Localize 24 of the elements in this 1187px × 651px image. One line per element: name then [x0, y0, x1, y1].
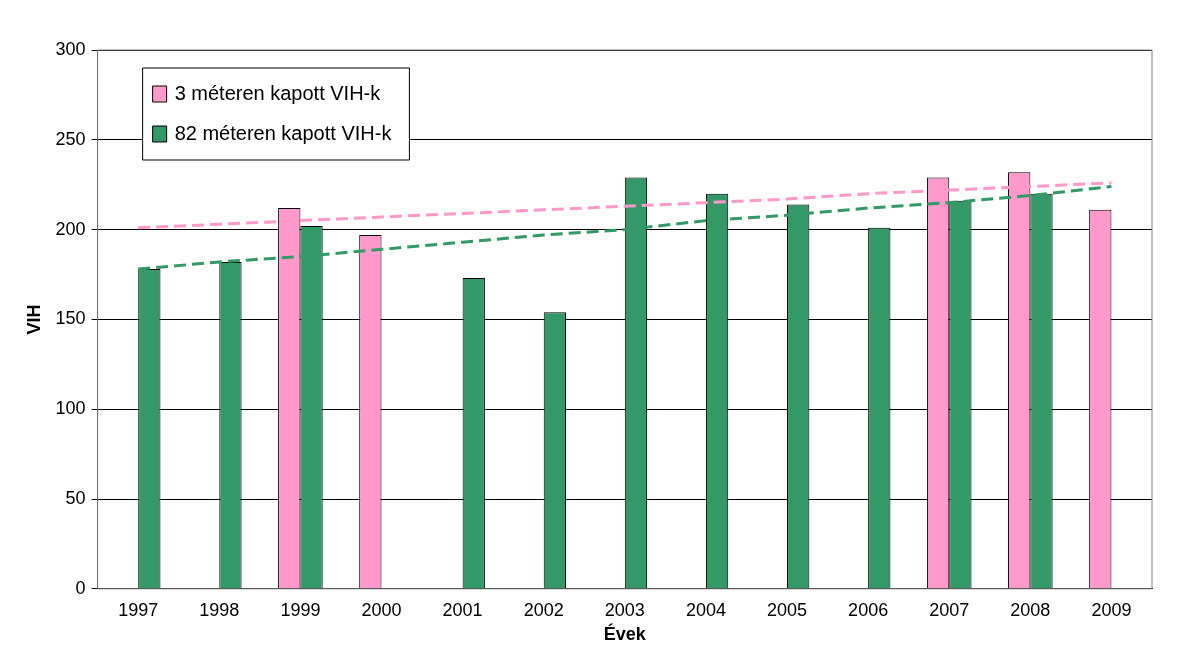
- x-tick-label: 1999: [280, 599, 321, 620]
- y-tick-label: 50: [65, 487, 86, 508]
- y-tick-label: 250: [55, 128, 86, 149]
- y-tick-label: 200: [55, 218, 86, 239]
- x-tick-label: 2005: [767, 599, 808, 620]
- y-tick-label: 150: [55, 308, 86, 329]
- legend-label: 3 méteren kapott VIH-k: [174, 81, 382, 104]
- x-tick-label: 2002: [523, 599, 564, 620]
- y-tick-label: 100: [55, 398, 86, 419]
- x-tick-label: 2001: [442, 599, 483, 620]
- x-tick-label: 1998: [199, 599, 240, 620]
- x-tick-label: 2009: [1091, 599, 1132, 620]
- y-axis-title: VIH: [23, 304, 44, 335]
- x-tick-label: 2007: [929, 599, 970, 620]
- y-tick-label: 0: [75, 577, 86, 598]
- x-axis-title: Évek: [603, 623, 647, 645]
- x-tick-label: 2008: [1010, 599, 1051, 620]
- x-tick-label: 2006: [848, 599, 889, 620]
- legend-label: 82 méteren kapott VIH-k: [174, 121, 393, 144]
- x-tick-label: 2003: [604, 599, 645, 620]
- x-tick-label: 2000: [361, 599, 402, 620]
- y-tick-label: 300: [55, 38, 86, 59]
- x-tick-label: 2004: [685, 599, 726, 620]
- x-tick-label: 1997: [118, 599, 159, 620]
